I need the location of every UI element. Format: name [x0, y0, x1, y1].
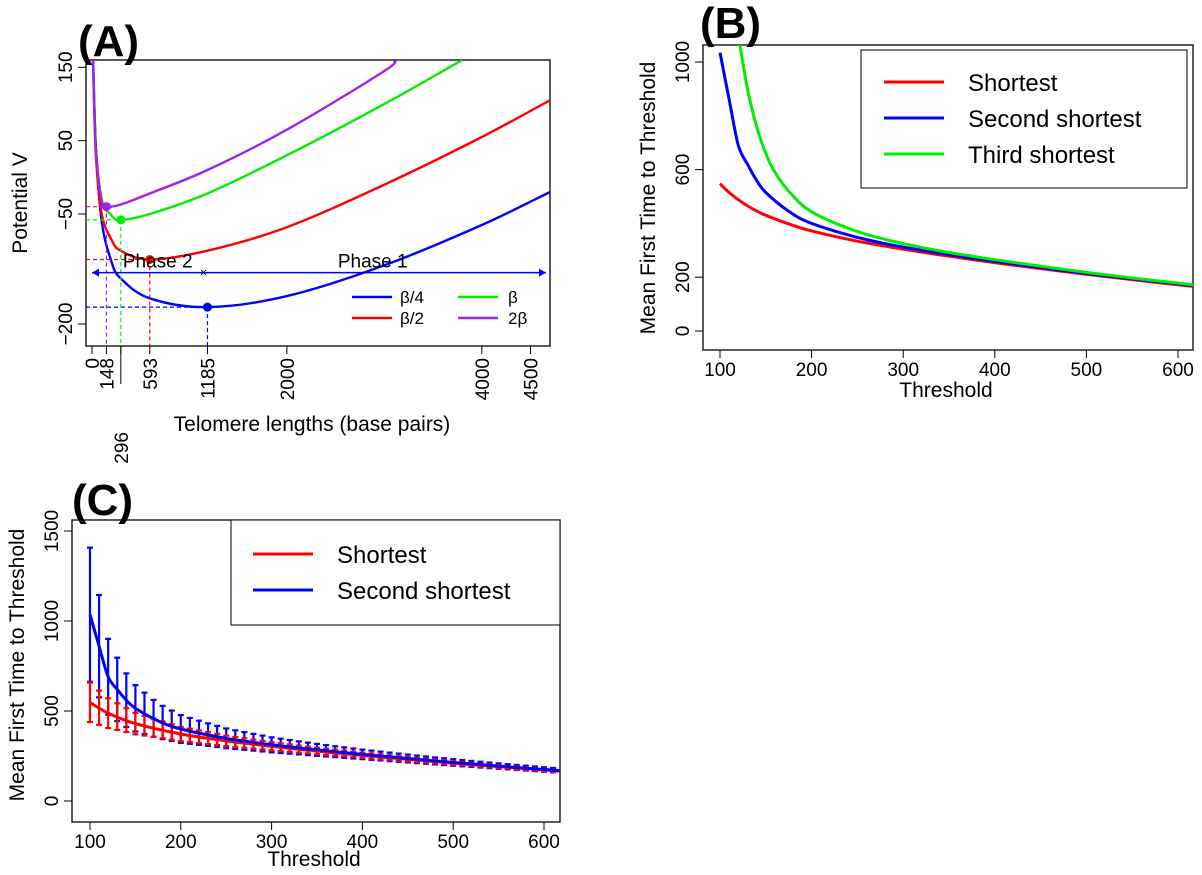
panel-b-ytick-label-0: 0: [673, 326, 694, 337]
panel-c-xtick-label-4: 500: [437, 832, 469, 853]
panel-a-xtick-label-6: 4000: [473, 358, 494, 400]
panel-b-ytick-label-1: 200: [673, 261, 694, 293]
panel-c-xtick-label-3: 400: [347, 832, 379, 853]
panel-a-xtick-label-7: 4500: [522, 358, 543, 400]
panel-a-xtick-label-3: 593: [141, 358, 162, 390]
panel-c-xlabel: Threshold: [267, 848, 360, 871]
panel-b-legend: Shortest Second shortest Third shortest: [860, 49, 1188, 189]
panel-b-series-line-2: [738, 45, 1193, 287]
panel-a-ytick-label-1: −50: [56, 198, 77, 230]
panel-c-ticks: 100 200 300 400 500 600 0 500 1000 1500: [42, 510, 560, 853]
panel-a-phase1-label: Phase 1: [338, 252, 408, 273]
panel-a-ylabel: Potential V: [9, 152, 32, 254]
panel-c-legend-box: [230, 519, 561, 626]
panel-c-ytick-label-2: 1000: [42, 600, 63, 642]
panel-a-legend: β/4 β/2 β 2β: [352, 288, 527, 328]
legend-c-text-second: Second shortest: [337, 578, 511, 605]
panel-b-series: [718, 45, 1193, 288]
panel-a-ytick-label-0: −200: [56, 303, 77, 346]
legend-b-text-second: Second shortest: [968, 106, 1142, 133]
legend-a-text-quarter: β/4: [400, 288, 424, 307]
panel-a-series-line-3: [91, 60, 397, 209]
panel-b-label: (B): [700, 0, 761, 48]
panel-a-phase-arrowhead-left: [92, 268, 99, 277]
panel-a-label: (A): [78, 17, 139, 66]
panel-c-legend: Shortest Second shortest: [230, 519, 561, 626]
legend-a-text-half: β/2: [400, 309, 424, 328]
panel-a-xtick-label-4: 1185: [198, 358, 219, 399]
panel-b-xlabel: Threshold: [899, 379, 992, 402]
panel-b-ytick-label-2: 600: [673, 154, 694, 186]
panel-a-ytick-label-2: 50: [56, 130, 77, 151]
panel-a-series-line-2: [91, 60, 463, 222]
panel-c-ytick-label-3: 1500: [42, 510, 63, 552]
panel-b-ytick-label-3: 1000: [673, 41, 694, 83]
legend-a-text-beta: β: [508, 288, 518, 307]
panel-a-phase-arrowhead-right: [539, 268, 546, 277]
panel-b-ylabel: Mean First Time to Threshold: [637, 62, 660, 335]
panel-a-xtick-label-1: 148: [97, 358, 118, 390]
panel-a-phase2-label: Phase 2: [123, 252, 193, 273]
panel-a-plot-border: [85, 59, 551, 347]
panel-b-ticks: 100 200 300 400 500 600 0 200 600 1000: [673, 41, 1194, 381]
panel-c-label: (C): [72, 476, 133, 525]
panel-c: (C) 100 200 300 400 500 600 0 500 1000 1500 Short…: [6, 476, 561, 871]
panel-c-series-line-1: [88, 614, 560, 773]
panel-c-xtick-label-2: 300: [256, 832, 288, 853]
panel-c-xtick-label-5: 600: [528, 832, 560, 853]
panel-c-ylabel: Mean First Time to Threshold: [6, 529, 29, 802]
panel-b-series-line-0: [718, 182, 1193, 288]
panel-c-ytick-label-0: 0: [42, 796, 63, 807]
legend-a-text-double: 2β: [508, 309, 527, 328]
legend-b-text-shortest: Shortest: [968, 70, 1058, 97]
panel-c-xtick-label-0: 100: [74, 832, 106, 853]
panel-b-xtick-label-4: 500: [1071, 360, 1103, 381]
panel-c-ytick-label-1: 500: [42, 695, 63, 727]
panel-a-series-line-1: [91, 60, 550, 261]
panel-c-series-line-0: [89, 701, 560, 773]
panel-a-xtick-label-5: 2000: [278, 358, 299, 400]
panel-b-plot-border: [702, 44, 1194, 351]
panel-a-phase-split-mark: ×: [200, 266, 207, 280]
panel-c-errorbars-0: [87, 681, 557, 773]
panel-c-series: [87, 546, 560, 774]
panel-a-xlabel: Telomere lengths (base pairs): [174, 413, 451, 436]
panel-b-xtick-label-5: 600: [1162, 360, 1194, 381]
panel-b-xtick-label-2: 300: [887, 360, 919, 381]
panel-b-xtick-label-3: 400: [979, 360, 1011, 381]
panel-a-xtick-label-2: 296: [112, 432, 133, 464]
panel-b-xtick-label-0: 100: [704, 360, 736, 381]
panel-b-xtick-label-1: 200: [796, 360, 828, 381]
panel-c-xtick-label-1: 200: [165, 832, 197, 853]
legend-b-text-third: Third shortest: [968, 142, 1115, 169]
panel-a-xtick-label-0: 0: [83, 358, 104, 369]
panel-a-ytick-label-3: 150: [56, 51, 77, 83]
panel-a-series: [91, 60, 550, 312]
legend-c-text-shortest: Shortest: [337, 542, 427, 569]
panel-b: (B) 100 200 300 400 500 600 0 200 600 1000 Shorte…: [637, 0, 1194, 402]
panel-a-annotations: × Phase 2 Phase 1: [86, 206, 546, 346]
